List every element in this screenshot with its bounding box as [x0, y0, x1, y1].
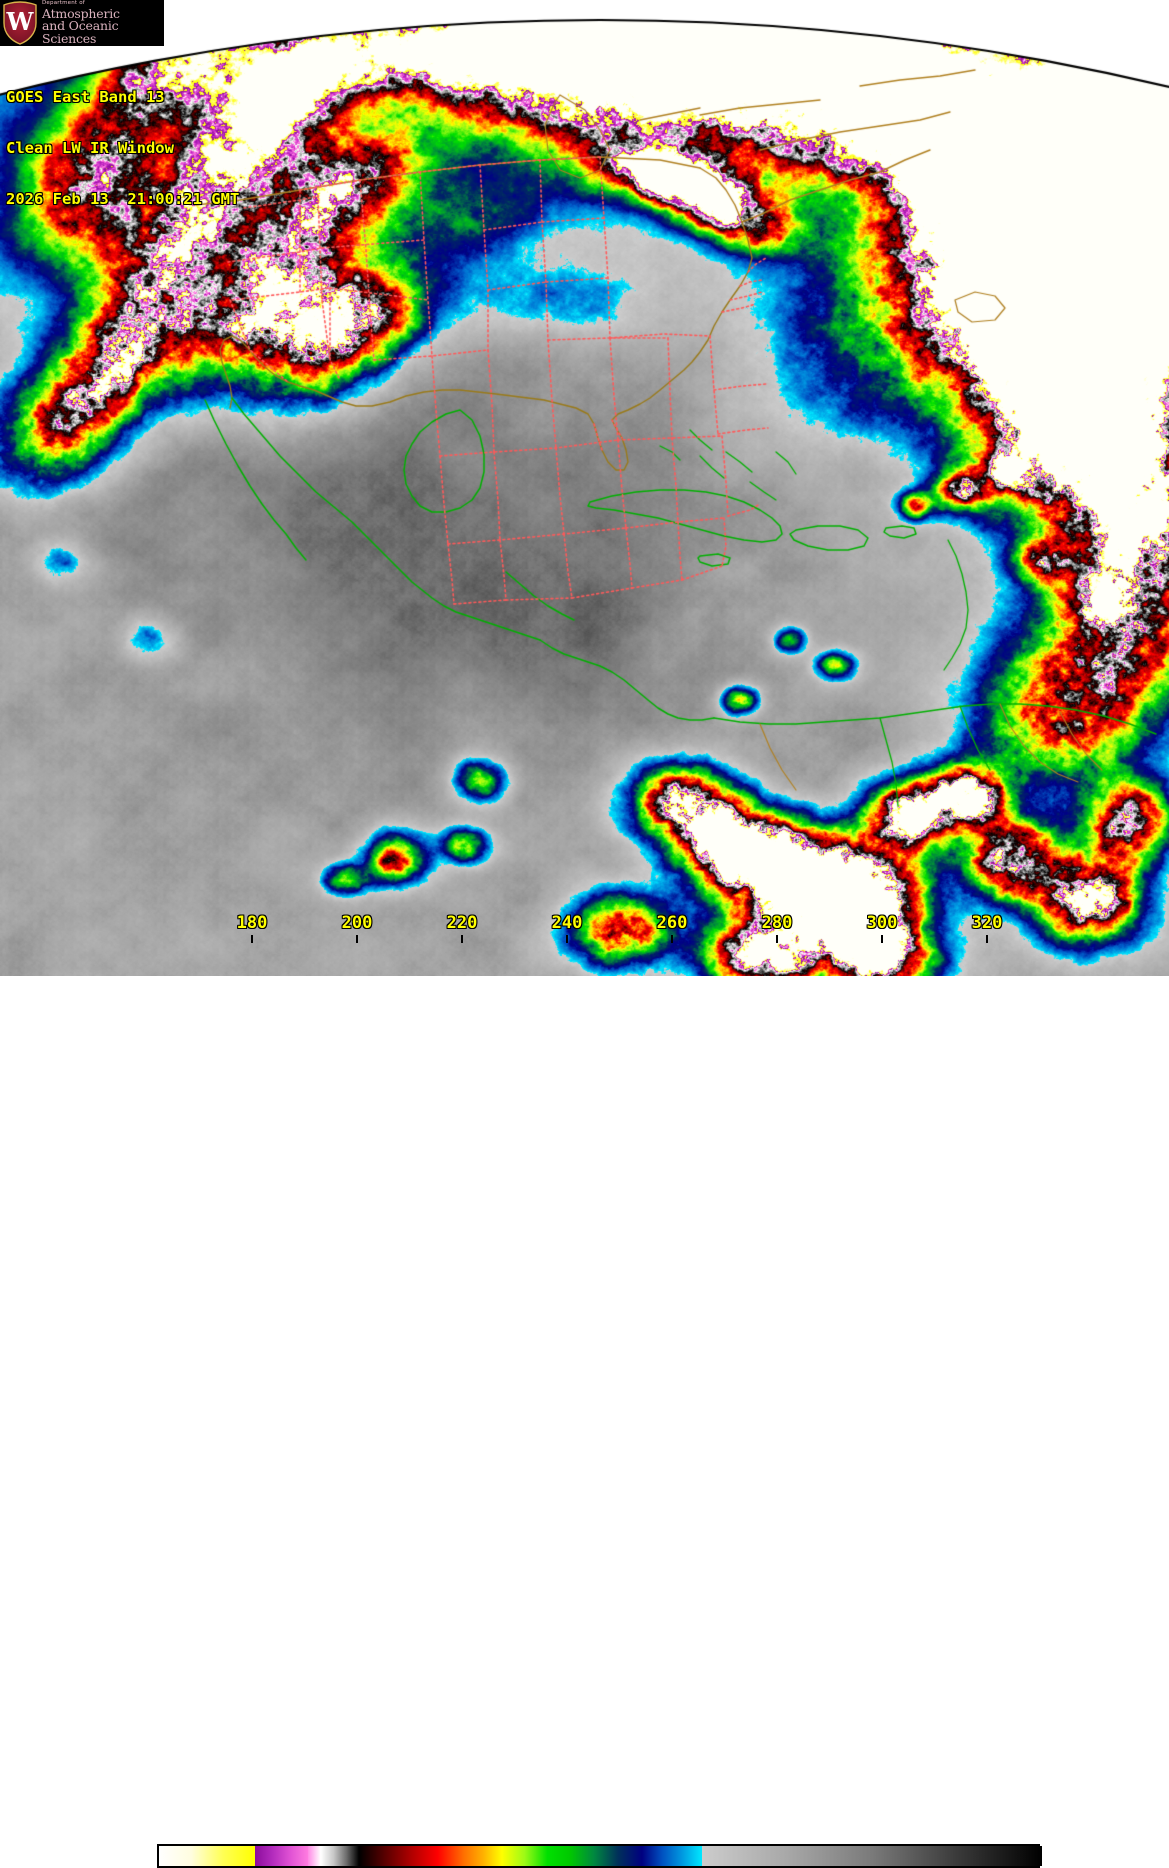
title-line-satellite-band: GOES East Band 13	[6, 88, 165, 106]
logo-line-1: Atmospheric	[42, 5, 120, 21]
colorbar-tick-label: 320	[971, 913, 1003, 933]
colorbar-segment-white-to-yellow	[159, 1846, 255, 1866]
colorbar-gradient-bar	[157, 1844, 1042, 1868]
colorbar-segment-navy-to-cyan	[642, 1846, 702, 1866]
colorbar-segment-green-to-navy	[570, 1846, 642, 1866]
title-line-band-description: Clean LW IR Window	[6, 139, 174, 157]
colorbar-tick-mark	[251, 935, 253, 943]
image-title-block: GOES East Band 13 Clean LW IR Window 202…	[6, 55, 239, 242]
colorbar-tick-mark	[881, 935, 883, 943]
satellite-image-canvas	[0, 0, 1169, 976]
colorbar-tick-mark	[986, 935, 988, 943]
logo-department-prefix: Department of	[42, 0, 85, 6]
colorbar-tick-mark	[776, 935, 778, 943]
colorbar-segment-gray-to-black	[702, 1846, 1042, 1866]
logo-line-2: and Oceanic Sciences	[42, 18, 119, 46]
colorbar-segment-pink-to-black	[308, 1846, 359, 1866]
colorbar-segment-yellow-to-green	[502, 1846, 570, 1866]
colorbar-tick-mark	[671, 935, 673, 943]
colorbar-segment-purple-to-pink	[255, 1846, 308, 1866]
uw-crest-icon: W	[0, 1, 40, 45]
colorbar-tick-label: 220	[446, 913, 478, 933]
colorbar-tick-mark	[461, 935, 463, 943]
colorbar-segment-orange-to-yellow	[464, 1846, 502, 1866]
title-line-timestamp: 2026 Feb 13 21:00:21 GMT	[6, 190, 240, 208]
colorbar-segment-black-to-orange	[359, 1846, 464, 1866]
colorbar-tick-label: 180	[236, 913, 268, 933]
colorbar-tick-label: 280	[761, 913, 793, 933]
colorbar-tick-label: 300	[866, 913, 898, 933]
satellite-image	[0, 0, 1169, 976]
colorbar-tick-mark	[356, 935, 358, 943]
svg-text:W: W	[6, 7, 35, 36]
colorbar-tick-label: 260	[656, 913, 688, 933]
colorbar-group: 180 200 220 240 260 280 300 320	[0, 905, 1169, 1868]
uw-madison-aos-logo: W Department of Atmospheric and Oceanic …	[0, 0, 164, 46]
colorbar-tick-mark	[566, 935, 568, 943]
colorbar-tick-labels: 180 200 220 240 260 280 300 320	[0, 905, 1169, 943]
colorbar-tick-label: 200	[341, 913, 373, 933]
colorbar-tick-label: 240	[551, 913, 583, 933]
